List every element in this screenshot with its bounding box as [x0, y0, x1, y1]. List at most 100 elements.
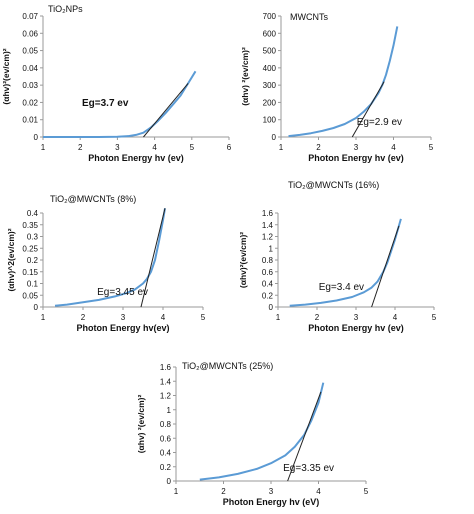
y-tick-label: 1.6	[160, 363, 172, 372]
panel-label: TiO₂@MWCNTs (8%)	[50, 194, 136, 204]
x-tick-label: 1	[279, 143, 284, 152]
tangent-line	[371, 225, 400, 308]
y-tick-label: 0.8	[262, 256, 274, 265]
x-tick-label: 2	[81, 313, 86, 322]
y-tick-label: 0.3	[27, 233, 39, 242]
x-tick-label: 1	[174, 487, 179, 496]
band-gap-annotation: Eg=2.9 ev	[357, 117, 402, 128]
x-tick-label: 5	[429, 143, 434, 152]
y-tick-label: 0.02	[22, 98, 38, 107]
x-tick-label: 3	[269, 487, 274, 496]
x-tick-label: 4	[161, 313, 166, 322]
y-tick-label: 0.07	[22, 12, 38, 21]
y-tick-label: 0.2	[262, 291, 274, 300]
y-tick-label: 0	[269, 303, 274, 312]
x-tick-label: 6	[227, 143, 232, 152]
tangent-line	[143, 83, 189, 138]
absorption-curve	[54, 208, 166, 307]
tangent-line	[140, 208, 166, 308]
tangent-line	[351, 81, 385, 138]
x-axis-label: Photon Energy hv (ev)	[308, 323, 404, 333]
y-tick-label: 0.25	[22, 244, 38, 253]
absorption-curve	[199, 382, 325, 481]
x-tick-label: 4	[152, 143, 157, 152]
x-tick-label: 3	[115, 143, 120, 152]
absorption-curve	[43, 70, 197, 138]
y-tick-label: 600	[263, 29, 277, 38]
y-tick-label: 0.8	[160, 420, 172, 429]
y-tick-label: 700	[263, 12, 277, 21]
x-tick-label: 2	[221, 487, 226, 496]
panel-label: TiO₂NPs	[48, 4, 83, 14]
x-tick-label: 1	[276, 313, 281, 322]
x-axis-label: Photon Energy hv (eV)	[223, 497, 320, 507]
y-tick-label: 0	[272, 133, 277, 142]
y-tick-label: 0.4	[160, 449, 172, 458]
y-tick-label: 0.15	[22, 268, 38, 277]
y-tick-label: 500	[263, 47, 277, 56]
x-tick-label: 2	[316, 143, 321, 152]
band-gap-annotation: Eg=3.45 ev	[97, 287, 148, 298]
y-tick-label: 1.6	[262, 209, 274, 218]
x-tick-label: 5	[432, 313, 437, 322]
y-tick-label: 0.4	[27, 209, 39, 218]
band-gap-annotation: Eg=3.35 ev	[283, 463, 334, 474]
panel-label: TiO₂@MWCNTs (25%)	[182, 361, 273, 371]
y-axis-label: (αhv)²(ev/cm)²	[238, 232, 248, 288]
y-tick-label: 0.03	[22, 81, 38, 90]
y-tick-label: 0.01	[22, 116, 38, 125]
x-tick-label: 4	[316, 487, 321, 496]
x-tick-label: 3	[121, 313, 126, 322]
y-axis-label: (αhv)^2(ev/cm)²	[6, 228, 16, 291]
y-tick-label: 0.06	[22, 29, 38, 38]
x-tick-label: 1	[41, 143, 46, 152]
x-tick-label: 2	[315, 313, 320, 322]
x-axis-label: Photon Energy hv (ev)	[308, 153, 404, 163]
x-tick-label: 5	[190, 143, 195, 152]
y-tick-label: 0.2	[27, 256, 39, 265]
y-tick-label: 0.4	[262, 280, 274, 289]
band-gap-annotation: Eg=3.7 ev	[82, 98, 129, 109]
y-axis-label: (αhv)²(ev/cm)²	[1, 48, 11, 104]
y-axis-label: (αhv) ²(ev/cm)²	[240, 47, 250, 106]
x-tick-label: 5	[201, 313, 206, 322]
chart-panel-2: 1 2 3 4 5 0 100 200 300 400 500 600 700 MWCNTs Eg=2.9 …	[240, 12, 434, 163]
y-tick-label: 200	[263, 98, 277, 107]
y-tick-label: 0.35	[22, 221, 38, 230]
y-axis-label: (αhv) ²(ev/cm)²	[136, 395, 146, 454]
y-tick-label: 0.6	[160, 434, 172, 443]
x-tick-label: 5	[364, 487, 369, 496]
chart-panel-3: 1 2 3 4 5 0 0.05 0.1 0.15 0.2 0.25 0.3 0.35 0.4 TiO₂@M…	[6, 194, 206, 333]
x-tick-label: 3	[354, 143, 359, 152]
y-tick-label: 0	[34, 303, 39, 312]
panel-label: TiO₂@MWCNTs (16%)	[288, 180, 379, 190]
y-tick-label: 0.05	[22, 47, 38, 56]
x-axis-label: Photon Energy hv (ev)	[88, 153, 184, 163]
y-tick-label: 1.2	[160, 392, 172, 401]
chart-panel-1: 1 2 3 4 5 6 0 0.01 0.02 0.03 0.04 0.05 0.06 0.07 TiO₂N…	[1, 4, 232, 163]
y-tick-label: 100	[263, 116, 277, 125]
y-tick-label: 0.1	[27, 280, 39, 289]
y-tick-label: 0	[167, 477, 172, 486]
x-tick-label: 4	[391, 143, 396, 152]
x-tick-label: 3	[354, 313, 359, 322]
y-tick-label: 0.05	[22, 291, 38, 300]
y-tick-label: 0.2	[160, 463, 172, 472]
y-tick-label: 0.6	[262, 268, 274, 277]
x-tick-label: 1	[41, 313, 46, 322]
y-tick-label: 0	[34, 133, 39, 142]
x-axis-label: Photon Energy hv(ev)	[76, 323, 169, 333]
chart-panel-5: 1 2 3 4 5 0 0.2 0.4 0.6 0.8 1 1.2 1.4 1.6 TiO₂@MWCNTs …	[136, 361, 369, 507]
y-tick-label: 1.2	[262, 233, 274, 242]
y-tick-label: 1	[167, 406, 172, 415]
y-tick-label: 1.4	[262, 221, 274, 230]
y-tick-label: 1.4	[160, 377, 172, 386]
y-tick-label: 0.04	[22, 64, 38, 73]
x-tick-label: 2	[78, 143, 83, 152]
absorption-curve	[288, 26, 399, 138]
band-gap-annotation: Eg=3.4 ev	[319, 282, 364, 293]
panel-label: MWCNTs	[290, 12, 328, 22]
tangent-line	[287, 391, 322, 482]
y-tick-label: 400	[263, 64, 277, 73]
